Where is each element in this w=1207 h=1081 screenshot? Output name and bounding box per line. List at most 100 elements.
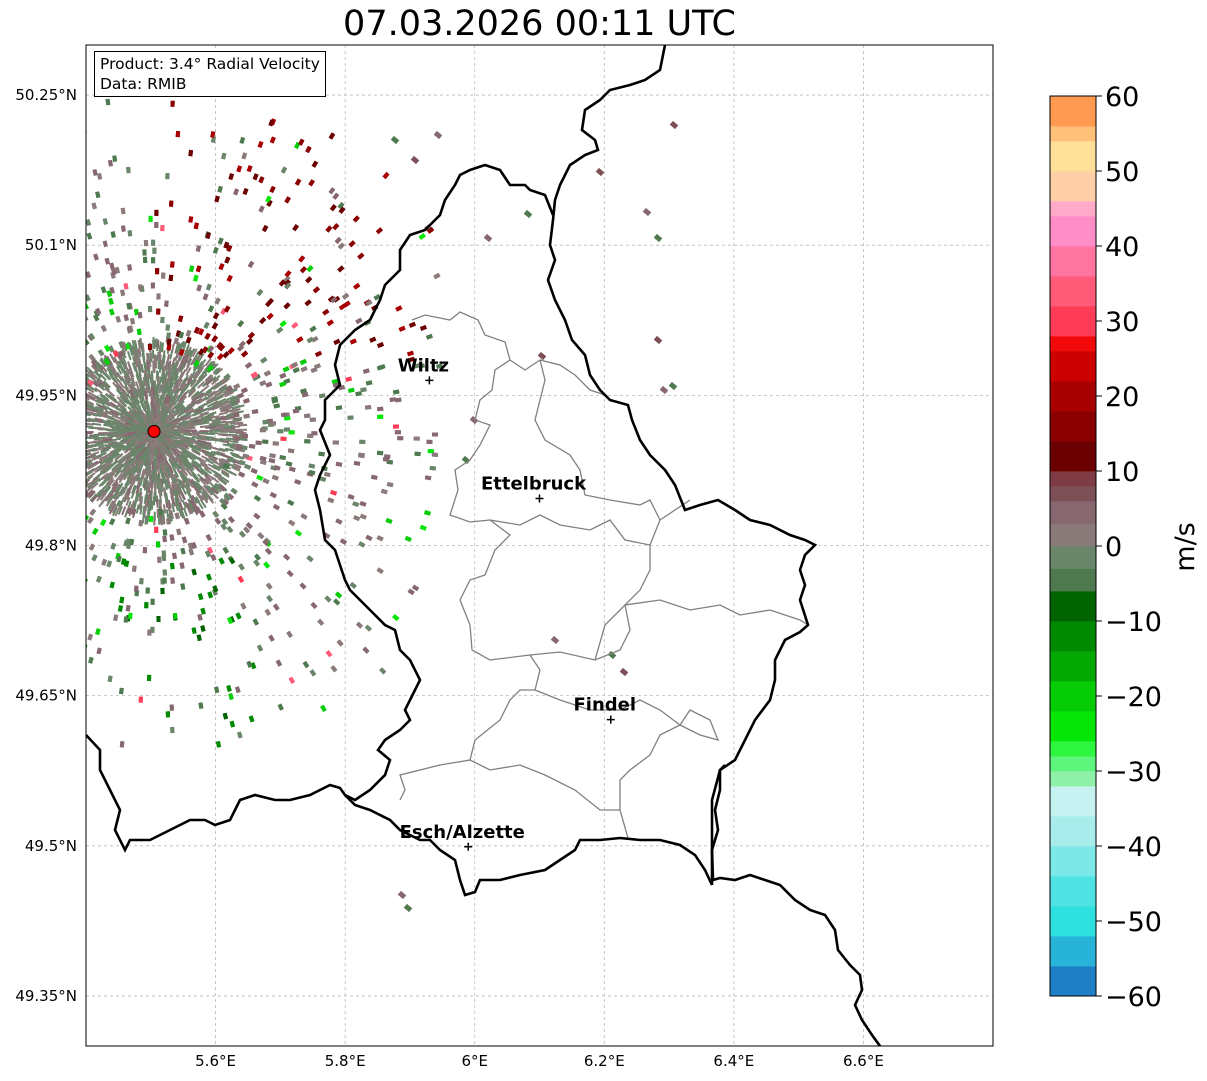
velocity-gate [390,135,400,145]
velocity-gate [160,406,167,416]
velocity-gate [164,384,169,394]
velocity-gate [218,465,228,472]
velocity-gate [2,216,9,223]
velocity-gate [109,262,115,270]
velocity-gate [107,478,115,488]
velocity-gate [197,593,204,601]
velocity-gate [116,365,123,375]
velocity-gate [190,396,200,404]
velocity-gate [308,463,316,469]
velocity-gate [199,391,208,399]
velocity-gate [174,461,182,470]
velocity-gate [95,441,105,446]
velocity-gate [86,219,92,226]
velocity-gate [280,166,288,174]
velocity-gate [140,414,148,423]
velocity-gate [166,354,171,364]
velocity-gate [213,482,221,490]
velocity-gate [193,398,203,405]
velocity-gate [200,373,208,382]
velocity-gate [105,98,111,106]
velocity-gate [93,437,103,441]
velocity-gate [283,427,290,432]
velocity-gate [99,373,107,381]
colorbar-segment [1050,276,1096,307]
velocity-gate [195,245,202,252]
velocity-gate [193,350,200,360]
velocity-gate [292,408,300,414]
velocity-gate [48,342,55,349]
velocity-gate [71,434,80,436]
velocity-gate [170,726,175,734]
velocity-gate [334,236,342,244]
velocity-gate [262,439,269,444]
velocity-gate [66,121,71,128]
velocity-gate [38,605,45,612]
velocity-gate [325,650,333,658]
velocity-gate [283,279,291,287]
velocity-gate [139,442,147,452]
city-marker-plus [425,376,434,385]
velocity-gate [153,380,156,390]
velocity-gate [185,329,192,337]
velocity-gate [108,372,116,381]
velocity-gate [104,372,112,381]
velocity-gate [69,410,78,414]
velocity-gate [16,432,22,436]
velocity-gate [196,443,206,449]
velocity-gate [173,384,180,394]
velocity-gate [169,470,176,480]
colorbar-tick-label: 50 [1105,157,1139,188]
velocity-gate [75,453,84,458]
velocity-gate [65,514,72,521]
velocity-gate [2,520,9,527]
velocity-gate [70,465,77,471]
velocity-gate [237,437,247,441]
velocity-gate [171,502,176,513]
velocity-gate [0,452,2,457]
colorbar-tick-label: 0 [1105,532,1122,563]
velocity-gate [88,385,98,393]
velocity-gate [233,465,241,472]
velocity-gate [139,505,143,515]
velocity-gate [214,297,221,305]
velocity-gate [160,402,166,412]
colorbar-segment [1050,741,1096,757]
velocity-gate [95,307,102,315]
velocity-gate [332,223,340,231]
velocity-gate [165,412,173,421]
velocity-gate [214,686,220,694]
border-line [710,764,726,885]
velocity-gate [69,525,76,532]
velocity-gate [65,566,72,573]
velocity-gate [65,361,72,368]
velocity-gate [86,368,93,376]
velocity-gate [76,482,83,489]
velocity-gate [145,587,150,594]
velocity-gate [33,295,40,302]
velocity-gate [205,397,215,404]
velocity-gate [190,452,200,460]
velocity-gate [51,349,58,356]
velocity-gate [131,444,140,453]
velocity-gate [131,425,142,430]
velocity-gate [86,436,91,440]
lat-tick-label: 49.65°N [15,687,77,705]
velocity-gate [55,347,62,354]
velocity-gate [117,605,123,612]
velocity-gate [205,378,214,386]
velocity-gate [150,397,154,407]
velocity-gate [355,621,364,629]
velocity-gate [191,448,201,454]
velocity-gate [0,626,1,633]
velocity-gate [121,464,129,474]
velocity-gate [239,136,246,144]
velocity-gate [65,448,72,453]
velocity-gate [204,444,215,449]
velocity-gate [36,280,43,287]
velocity-gate [49,148,55,155]
velocity-gate [300,366,308,373]
grid-lines [86,45,993,1046]
velocity-gate [126,302,132,310]
velocity-gate [54,619,60,626]
